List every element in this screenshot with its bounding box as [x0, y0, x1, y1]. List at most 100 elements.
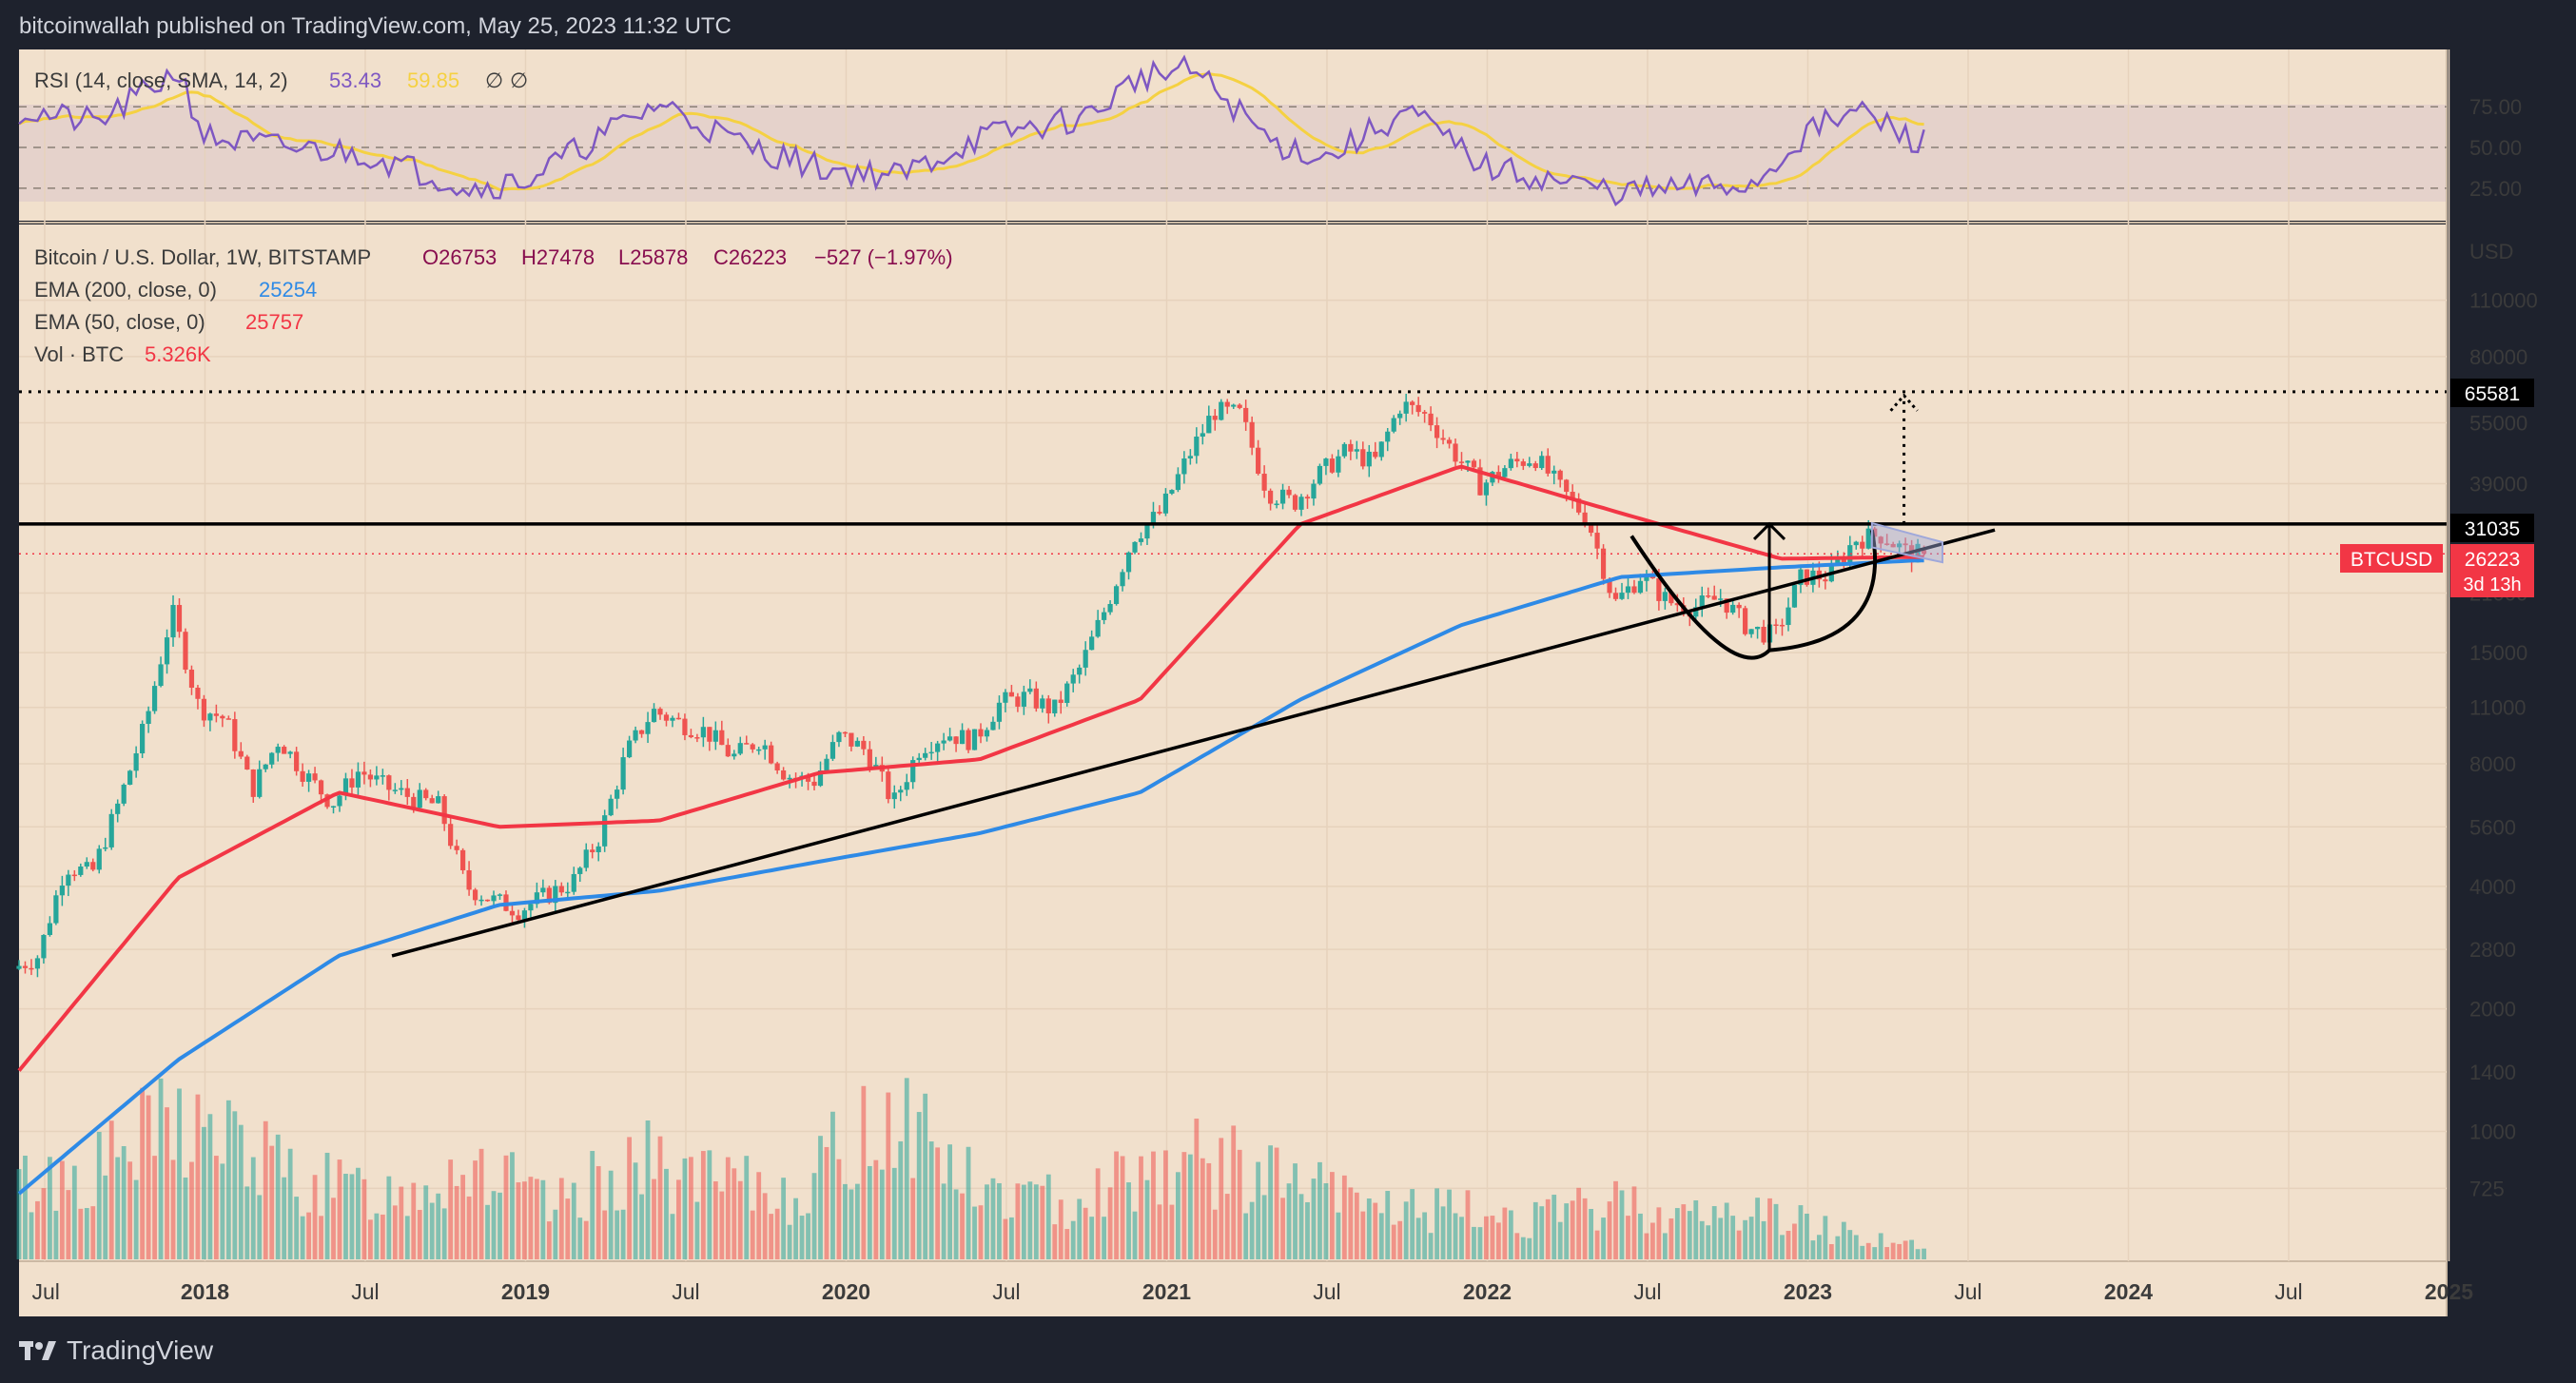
candle-body [546, 887, 552, 904]
volume-bar [1656, 1207, 1662, 1259]
candle-body [1194, 437, 1200, 457]
price-tick-label: 8000 [2469, 752, 2516, 776]
candle-body [269, 752, 275, 765]
volume-bar [1354, 1192, 1359, 1259]
time-axis[interactable]: Jul 2018 Jul 2019 Jul 2020 Jul 2021 Jul 2022 Jul 20… [31, 1279, 2473, 1304]
vol-legend-label[interactable]: Vol · BTC [34, 342, 124, 366]
volume-bar [1293, 1163, 1298, 1259]
candle-body [263, 764, 268, 769]
publisher-header: bitcoinwallah published on TradingView.c… [19, 13, 732, 39]
candle-body [29, 967, 34, 970]
rsi-line [18, 54, 1925, 207]
volume-bar [1805, 1213, 1809, 1259]
volume-bar [1557, 1221, 1563, 1259]
volume-bar [41, 1188, 47, 1259]
volume-bar [48, 1157, 52, 1259]
volume-bar [1422, 1212, 1428, 1259]
candle-body [528, 904, 534, 911]
volume-bar [830, 1111, 835, 1259]
candle-body [1841, 557, 1846, 563]
volume-bar [441, 1208, 447, 1259]
volume-bar [275, 1134, 281, 1259]
volume-bar [152, 1156, 157, 1259]
volume-bar [133, 1179, 139, 1259]
volume-bar [165, 1107, 169, 1259]
volume-bar [534, 1178, 539, 1259]
volume-bar [947, 1144, 952, 1259]
volume-bar [78, 1208, 84, 1259]
candle-body [232, 719, 238, 751]
candle-body [620, 757, 626, 790]
price-axis[interactable]: 1100008000055000390002100015000110008000… [2469, 289, 2538, 1201]
volume-bar [361, 1178, 367, 1259]
volume-bar [1237, 1149, 1242, 1259]
candle-body [287, 751, 293, 754]
candle-body [1410, 401, 1415, 405]
ema50-legend-label[interactable]: EMA (50, close, 0) [34, 310, 205, 334]
candle-body [355, 771, 361, 788]
candle-body [164, 637, 170, 665]
candle-body [1502, 468, 1508, 477]
chart-area[interactable]: RSI (14, close, SMA, 14, 2) 53.43 59.85 … [0, 0, 2576, 1322]
footer: TradingView [19, 1334, 213, 1368]
volume-bar [725, 1157, 731, 1259]
candle-body [1125, 552, 1132, 573]
symbol-legend[interactable]: Bitcoin / U.S. Dollar, 1W, BITSTAMP [34, 245, 371, 269]
volume-bar [1594, 1230, 1600, 1259]
candle-body [1656, 577, 1662, 601]
candle-body [712, 730, 718, 742]
price-tick-label: 110000 [2469, 289, 2538, 313]
candle-body [1304, 497, 1311, 499]
candle-body [645, 722, 651, 734]
ohlc-change: −527 (−1.97%) [814, 245, 953, 269]
volume-bar [522, 1181, 527, 1259]
price-tick-label: 80000 [2469, 345, 2527, 369]
candle-body [996, 702, 1003, 722]
candle-body [361, 771, 367, 775]
price-tick-label: 5600 [2469, 815, 2516, 839]
candle-body [1872, 528, 1878, 537]
volume-bar [183, 1177, 188, 1259]
candle-body [1102, 612, 1107, 620]
ema200-legend-label[interactable]: EMA (200, close, 0) [34, 278, 217, 302]
tradingview-logo-icon[interactable] [19, 1339, 57, 1362]
volume-bar [71, 1165, 77, 1259]
candle-body [1471, 460, 1477, 468]
volume-bar [1021, 1184, 1026, 1259]
candle-body [904, 782, 909, 790]
volume-bar [712, 1180, 718, 1259]
volume-bar [879, 1169, 885, 1259]
candle-body [1249, 421, 1255, 448]
tradingview-brand[interactable]: TradingView [67, 1335, 214, 1365]
candle-body [66, 874, 71, 886]
candle-body [1385, 431, 1391, 442]
volume-bar [1718, 1217, 1724, 1259]
time-axis-bg[interactable] [19, 1261, 2447, 1316]
candle-body [318, 780, 324, 795]
candle-body [207, 713, 213, 721]
volume-bar [1699, 1220, 1705, 1259]
candle-body [744, 743, 750, 745]
volume-bar [953, 1189, 959, 1259]
candle-body [1279, 489, 1286, 504]
volume-bar [1508, 1210, 1513, 1259]
candle-body [1514, 458, 1520, 462]
volume-bar [1514, 1233, 1520, 1259]
candle-body [861, 740, 867, 750]
volume-bar [873, 1159, 879, 1259]
volume-bar [978, 1205, 984, 1259]
volume-bar [146, 1095, 151, 1259]
candle-body [670, 717, 675, 721]
candle-body [1576, 498, 1582, 513]
candle-body [399, 788, 404, 790]
volume-bar [1231, 1125, 1237, 1259]
candle-body [349, 778, 355, 788]
volume-bar [1453, 1213, 1458, 1259]
volume-bar [516, 1182, 521, 1259]
rsi-axis[interactable]: 75.00 50.00 25.00 [2469, 95, 2522, 201]
volume-bar [1206, 1162, 1212, 1259]
volume-bar [1181, 1152, 1187, 1259]
volume-bar [319, 1216, 323, 1259]
volume-bar [1219, 1138, 1224, 1259]
volume-bar [1428, 1233, 1434, 1259]
